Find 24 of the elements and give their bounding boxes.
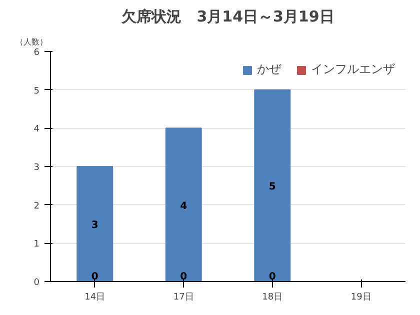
y-tick-label: 0 (34, 278, 40, 288)
data-label: 3 (91, 220, 98, 231)
y-tick-label: 5 (34, 86, 40, 96)
y-tick-label: 2 (34, 201, 40, 212)
x-tick-label: 17日 (173, 292, 194, 302)
x-tick-label: 18日 (262, 292, 283, 302)
y-tick-label: 1 (34, 240, 40, 250)
data-label: 5 (268, 182, 276, 193)
data-label: 0 (180, 272, 188, 282)
y-tick-label: 4 (34, 124, 40, 135)
chart-title: 欠席状況 3月14日～3月19日 (120, 8, 334, 26)
legend-label: かぜ (257, 61, 281, 78)
bar (254, 89, 291, 282)
y-axis-title: （人数） (16, 38, 48, 46)
data-label: 0 (91, 272, 98, 282)
x-tick-label: 14日 (84, 292, 106, 302)
data-label: 4 (180, 200, 188, 212)
bar (165, 128, 202, 282)
bar (76, 166, 114, 282)
legend-label: インフルエンザ (311, 61, 395, 78)
data-label: 0 (268, 272, 276, 282)
x-tick-label: 19日 (350, 292, 372, 302)
y-tick-label: 3 (34, 163, 40, 173)
y-tick-label: 6 (34, 48, 40, 58)
